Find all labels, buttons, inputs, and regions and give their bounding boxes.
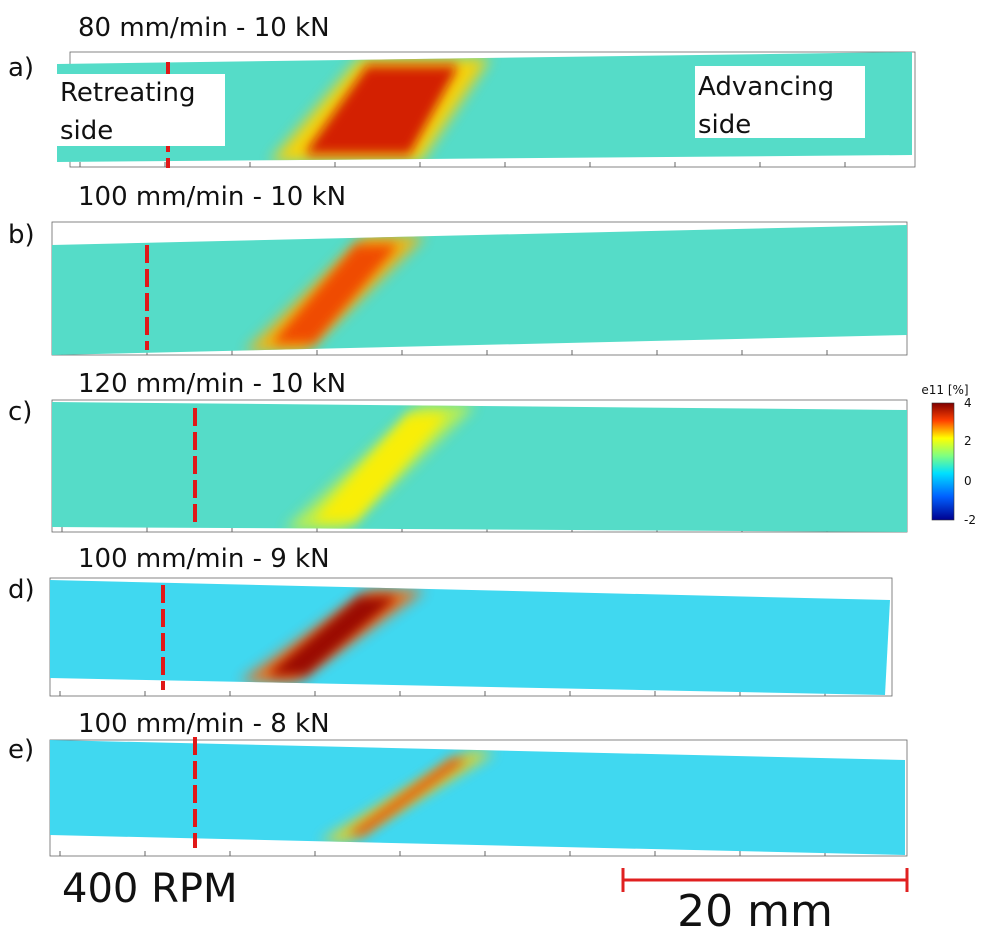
annotation: Advancing [698,72,834,102]
strain-band [320,752,495,842]
panel-label: d) [8,575,35,605]
panel-title: 80 mm/min - 10 kN [78,13,330,43]
colorbar [931,402,955,521]
panel-label: e) [8,735,34,765]
panel-label: b) [8,220,35,250]
band-core [346,758,469,836]
colorbar-title: e11 [%] [921,383,968,397]
strain-band [270,58,490,162]
colorbar-tick: 2 [964,434,972,448]
colorbar-tick: 0 [964,474,972,488]
band-core [304,65,459,155]
strain-map [50,740,905,855]
strain-map [52,402,907,532]
panel-title: 100 mm/min - 10 kN [78,182,346,212]
panel-title: 100 mm/min - 8 kN [78,709,330,739]
panel: 100 mm/min - 8 kN e) [8,709,908,857]
colorbar-tick: 4 [964,396,972,410]
panel: 120 mm/min - 10 kN c) [8,369,908,533]
annotation: side [60,116,113,146]
band-core [267,596,398,676]
panel-label: a) [8,53,34,83]
panel-label: c) [8,397,32,427]
strain-map [52,225,907,355]
strain-map [50,580,890,695]
annotation: side [698,110,751,140]
annotation: Retreating [60,78,196,108]
panel-title: 100 mm/min - 9 kN [78,544,330,574]
panel: 100 mm/min - 10 kN b) [8,182,908,356]
band-core [313,414,447,521]
strain-band [240,590,425,682]
colorbar-tick: -2 [964,513,976,527]
scale-label: 20 mm [677,886,833,930]
strain-band [285,405,475,530]
rpm-label: 400 RPM [62,866,238,912]
band-core [272,244,398,344]
panel: 80 mm/min - 10 kN a) Retreating side Advanci… [8,13,916,168]
strain-band [245,236,425,352]
annotation-box [57,74,225,146]
panel-title: 120 mm/min - 10 kN [78,369,346,399]
annotation-box [695,66,865,138]
panel: 100 mm/min - 9 kN d) [8,544,893,697]
